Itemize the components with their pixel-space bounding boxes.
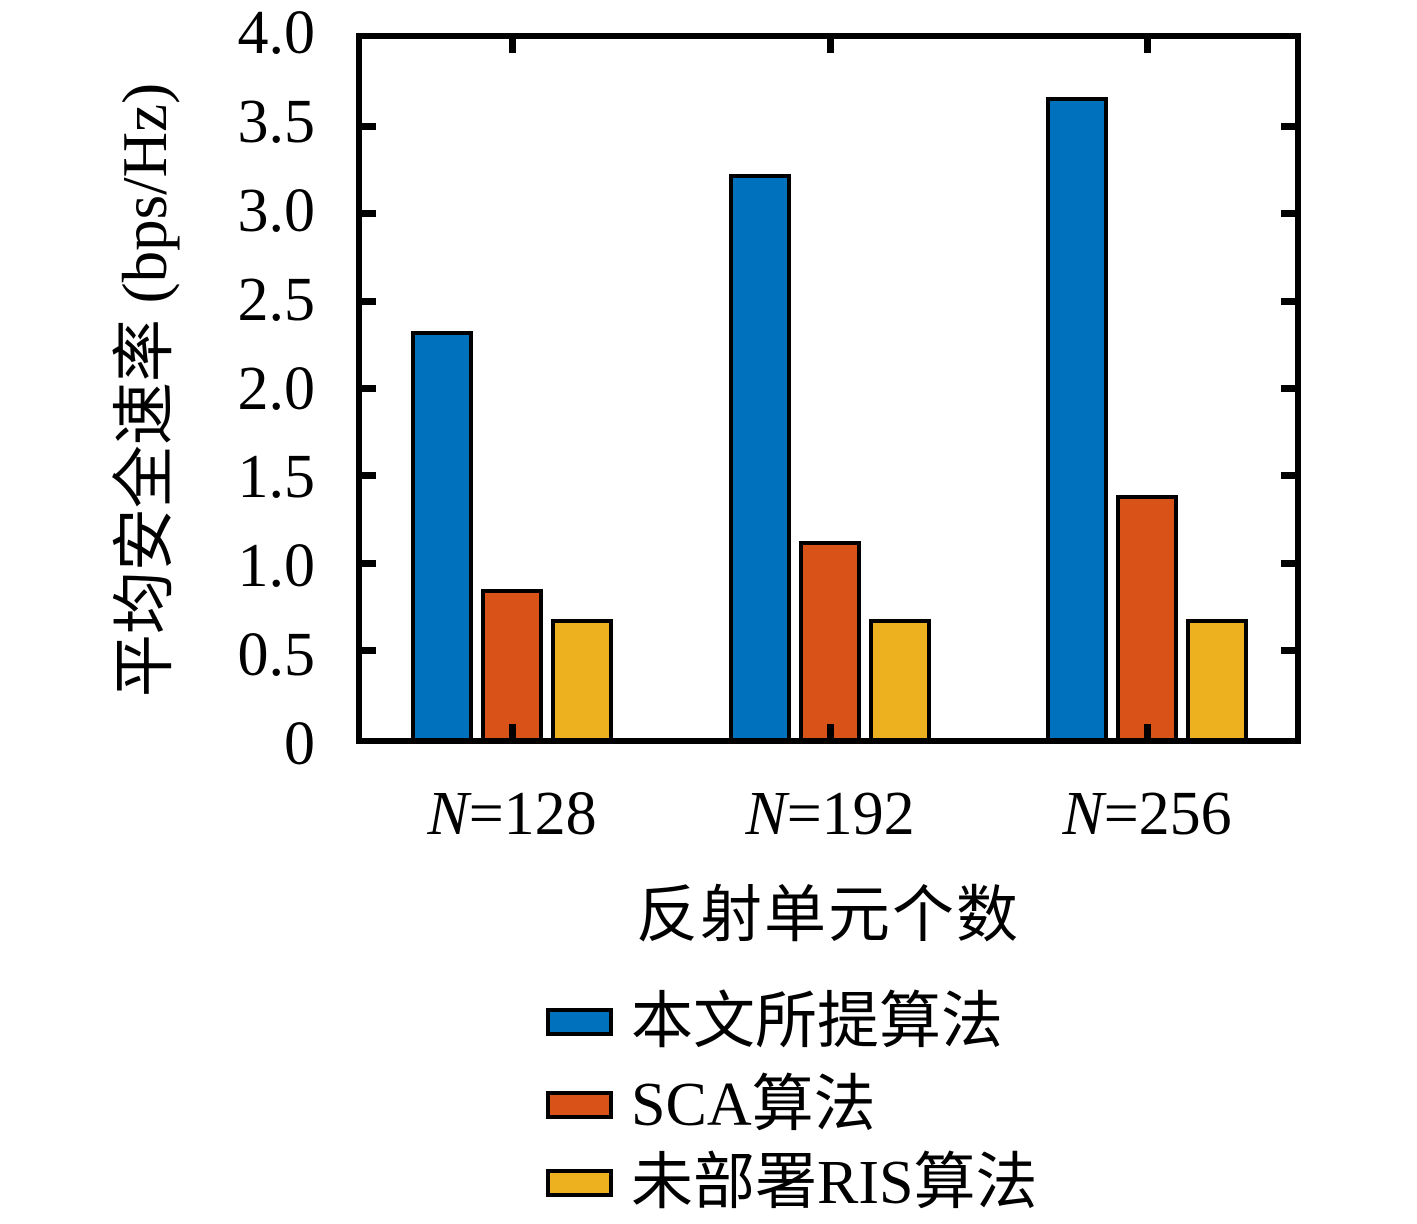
y-tick-label: 1.0 xyxy=(237,532,316,600)
legend-label: SCA算法 xyxy=(631,1071,876,1139)
y-tick-right xyxy=(1281,123,1295,130)
y-tick-left xyxy=(362,123,376,130)
y-tick-label: 0.5 xyxy=(237,621,316,689)
x-axis-title: 反射单元个数 xyxy=(635,882,1020,950)
legend-label: 未部署RIS算法 xyxy=(631,1149,1038,1217)
legend-swatch-icon xyxy=(546,1008,613,1036)
bar-未部署RIS算法-N=192 xyxy=(869,619,931,738)
y-tick-label: 4.0 xyxy=(237,0,316,67)
bar-未部署RIS算法-N=128 xyxy=(551,619,613,738)
bar-本文所提算法-N=256 xyxy=(1046,97,1108,738)
legend-row: SCA算法 xyxy=(546,1069,876,1141)
y-tick-label: 3.5 xyxy=(237,88,316,156)
x-tick-label: N=128 xyxy=(427,780,597,848)
y-tick-left xyxy=(362,560,376,567)
y-tick-left xyxy=(362,210,376,217)
x-tick-bottom xyxy=(827,724,834,738)
y-tick-right xyxy=(1281,298,1295,305)
x-tick-top xyxy=(827,39,834,53)
bar-本文所提算法-N=128 xyxy=(411,331,473,738)
y-tick-right xyxy=(1281,210,1295,217)
x-tick-label: N=192 xyxy=(745,780,915,848)
bar-本文所提算法-N=192 xyxy=(729,174,791,738)
y-tick-label: 3.0 xyxy=(237,177,316,245)
y-tick-label: 2.0 xyxy=(237,355,316,423)
y-tick-label: 0 xyxy=(284,710,315,778)
x-tick-top xyxy=(509,39,516,53)
y-tick-left xyxy=(362,385,376,392)
bar-SCA算法-N=128 xyxy=(481,589,543,738)
x-tick-top xyxy=(1144,39,1151,53)
bar-未部署RIS算法-N=256 xyxy=(1186,619,1248,738)
legend-swatch-icon xyxy=(546,1091,613,1119)
plot-area xyxy=(356,33,1301,744)
legend-swatch-icon xyxy=(546,1169,613,1197)
bars-layer xyxy=(362,39,1295,738)
y-tick-left xyxy=(362,298,376,305)
x-tick-bottom xyxy=(1144,724,1151,738)
legend-row: 未部署RIS算法 xyxy=(546,1147,1037,1219)
legend-label: 本文所提算法 xyxy=(631,988,1004,1056)
y-tick-right xyxy=(1281,560,1295,567)
y-tick-left xyxy=(362,472,376,479)
bar-SCA算法-N=256 xyxy=(1116,495,1178,738)
bar-SCA算法-N=192 xyxy=(799,541,861,738)
legend-row: 本文所提算法 xyxy=(546,986,1003,1058)
x-tick-bottom xyxy=(509,724,516,738)
axis-ticks-layer xyxy=(362,39,1295,738)
y-tick-right xyxy=(1281,385,1295,392)
y-tick-label: 1.5 xyxy=(237,443,316,511)
y-tick-right xyxy=(1281,647,1295,654)
y-tick-right xyxy=(1281,472,1295,479)
x-tick-label: N=256 xyxy=(1062,780,1232,848)
y-tick-label: 2.5 xyxy=(237,266,316,334)
y-tick-left xyxy=(362,647,376,654)
